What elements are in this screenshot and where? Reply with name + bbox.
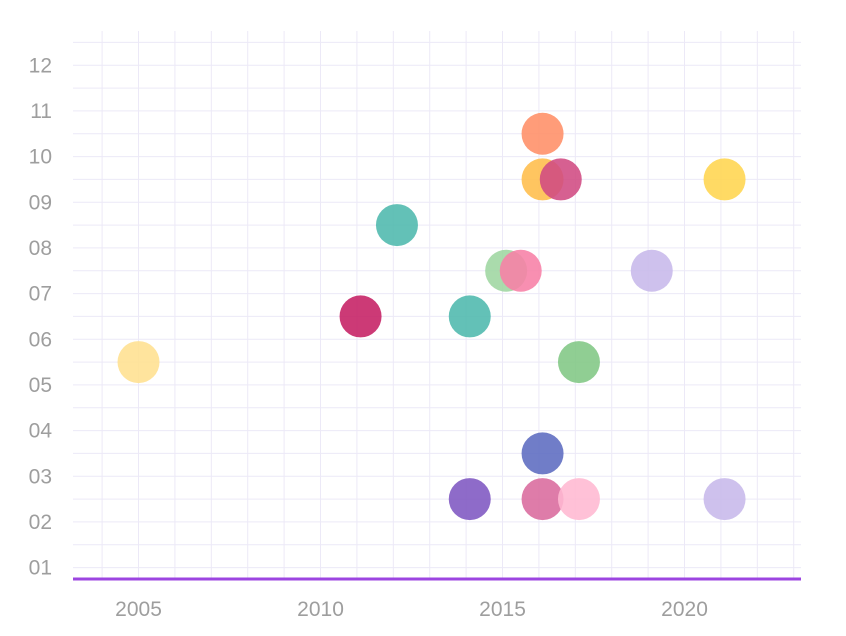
y-tick-label: 10: [29, 146, 52, 169]
x-tick-label: 2005: [115, 598, 162, 621]
y-tick-label: 03: [29, 465, 52, 488]
scatter-point: [339, 295, 382, 338]
scatter-point: [539, 158, 582, 201]
x-tick-label: 2010: [297, 598, 344, 621]
scatter-point: [630, 249, 673, 292]
grid-layer: [73, 31, 801, 579]
scatter-point: [117, 341, 160, 384]
y-tick-label: 02: [29, 511, 52, 534]
x-tick-label: 2020: [661, 598, 708, 621]
scatter-point: [521, 432, 564, 475]
x-tick-layer: 2005 2010 2015 2020: [115, 598, 708, 621]
y-tick-label: 11: [30, 100, 52, 123]
y-tick-label: 06: [29, 328, 52, 351]
y-tick-label: 04: [29, 420, 53, 443]
scatter-point: [375, 204, 418, 247]
scatter-point: [703, 158, 746, 201]
y-tick-label: 09: [29, 191, 52, 214]
y-tick-label: 07: [29, 283, 52, 306]
scatter-point: [448, 478, 491, 521]
scatter-point: [499, 249, 542, 292]
y-tick-label: 12: [29, 54, 52, 77]
scatter-point: [557, 341, 600, 384]
scatter-point: [521, 112, 564, 155]
scatter-point: [703, 478, 746, 521]
y-tick-label: 05: [29, 374, 52, 397]
y-tick-layer: 01 02 03 04 05 06 07 08 09 10 11 12: [29, 54, 53, 579]
scatter-point: [557, 478, 600, 521]
scatter-point: [448, 295, 491, 338]
points-layer: [117, 112, 746, 521]
y-tick-label: 08: [29, 237, 52, 260]
x-tick-label: 2015: [479, 598, 526, 621]
scatter-point: [521, 478, 564, 521]
y-tick-label: 01: [29, 557, 52, 580]
